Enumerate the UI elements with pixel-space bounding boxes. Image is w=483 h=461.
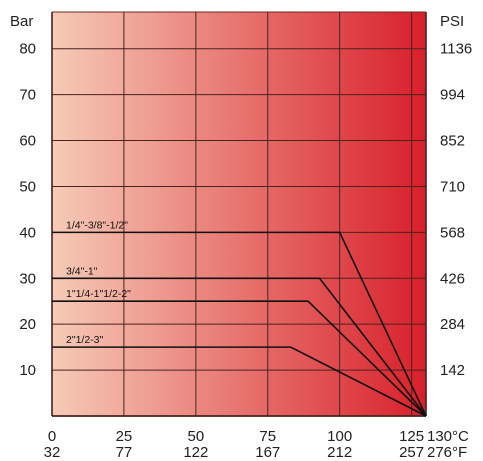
x-axis-celsius-ticks: 0 25 50 75 100 125 130°C	[48, 428, 469, 445]
y-tick-bar-50: 50	[19, 178, 36, 195]
y-tick-psi-1136: 1136	[440, 41, 472, 58]
y-tick-bar-80: 80	[19, 41, 36, 58]
x-tick-f-32: 32	[44, 444, 61, 461]
series-line-4	[52, 346, 427, 417]
series-labels: 1/4"-3/8"-1/2" 3/4"-1" 1"1/4-1"1/2-2" 2"1/2…	[66, 219, 131, 346]
y-tick-bar-70: 70	[19, 87, 36, 104]
left-axis-ticks: 10 20 30 40 50 60 70 80	[19, 41, 36, 379]
series-lines	[52, 231, 427, 417]
x-tick-c-125: 125	[399, 428, 424, 445]
y-tick-bar-60: 60	[19, 133, 36, 150]
x-axis-fahrenheit-ticks: 32 77 122 167 212 257 276°F	[44, 444, 468, 461]
series-line-1	[52, 231, 427, 417]
y-tick-psi-994: 994	[440, 87, 465, 104]
x-tick-f-77: 77	[116, 444, 133, 461]
right-axis-ticks: 142 284 426 568 710 852 994 1136	[440, 41, 472, 379]
y-tick-bar-20: 20	[19, 316, 36, 333]
x-tick-c-50: 50	[188, 428, 205, 445]
left-axis-label: Bar	[10, 13, 33, 30]
y-tick-psi-710: 710	[440, 178, 465, 195]
y-tick-bar-30: 30	[19, 270, 36, 287]
y-tick-psi-426: 426	[440, 270, 465, 287]
series-line-3	[52, 300, 427, 417]
x-tick-c-100: 100	[327, 428, 352, 445]
series-line-2	[52, 277, 427, 417]
x-tick-f-276°F: 276°F	[427, 444, 467, 461]
x-tick-f-122: 122	[183, 444, 208, 461]
series-label-2: 3/4"-1"	[66, 265, 98, 277]
right-axis-label: PSI	[440, 13, 464, 30]
x-tick-f-257: 257	[399, 444, 424, 461]
y-tick-psi-142: 142	[440, 362, 465, 379]
y-tick-psi-284: 284	[440, 316, 465, 333]
y-tick-bar-10: 10	[19, 362, 36, 379]
series-label-4: 2"1/2-3"	[66, 334, 103, 346]
plot-area	[52, 12, 426, 416]
x-tick-c-75: 75	[259, 428, 276, 445]
y-tick-bar-40: 40	[19, 224, 36, 241]
series-label-3: 1"1/4-1"1/2-2"	[66, 288, 131, 300]
y-tick-psi-852: 852	[440, 133, 465, 150]
x-tick-c-130: 130°C	[427, 428, 469, 445]
x-tick-c-0: 0	[48, 428, 56, 445]
vertical-gridlines	[51, 12, 427, 416]
x-tick-c-25: 25	[116, 428, 133, 445]
x-tick-f-212: 212	[327, 444, 352, 461]
y-tick-psi-568: 568	[440, 224, 465, 241]
x-tick-f-167: 167	[255, 444, 280, 461]
series-label-1: 1/4"-3/8"-1/2"	[66, 219, 128, 231]
